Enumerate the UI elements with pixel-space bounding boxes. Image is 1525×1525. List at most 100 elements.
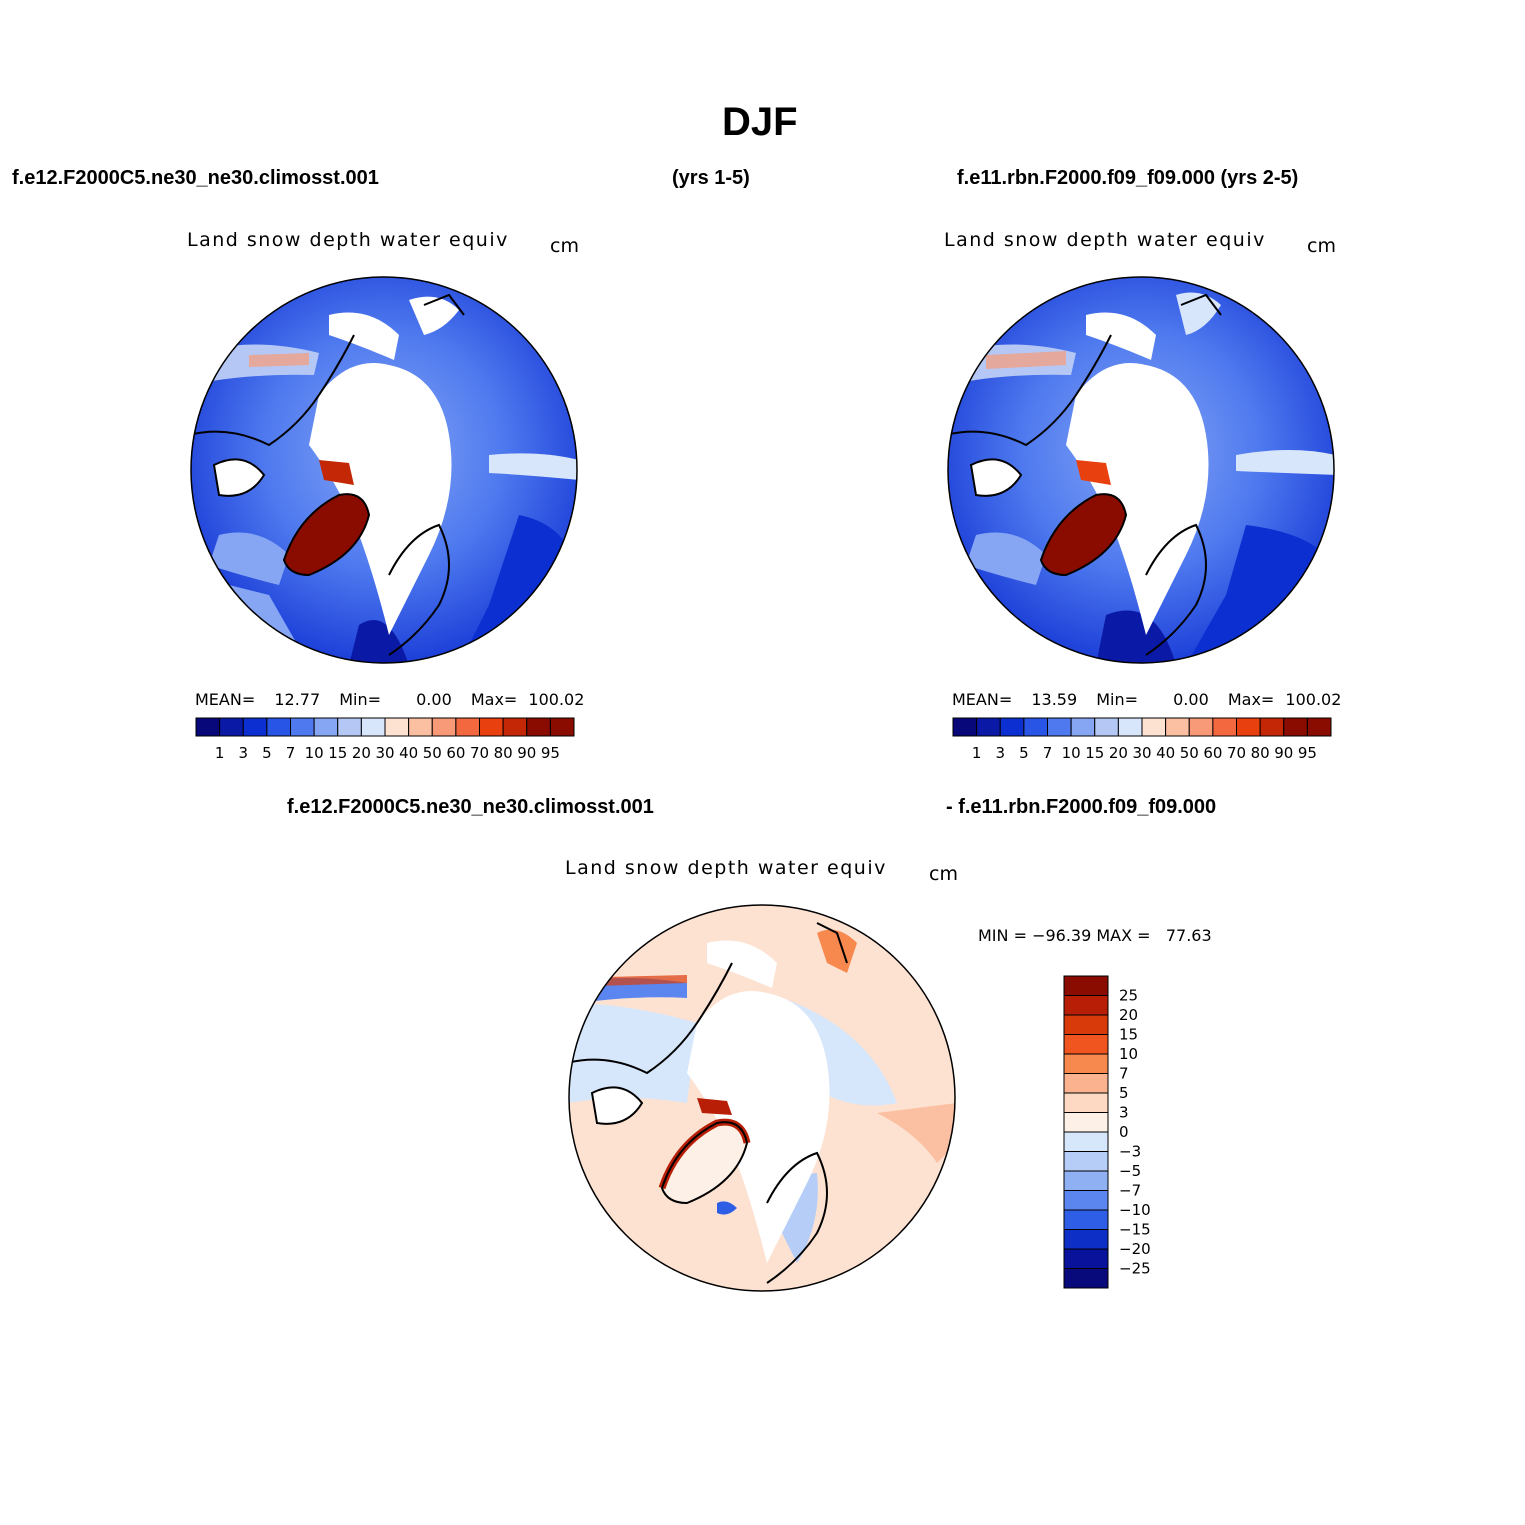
colorbar-swatch: [360, 717, 386, 737]
max-label: Max=: [470, 690, 518, 709]
colorbar-swatch: [408, 717, 433, 737]
panel3-stats: MIN = −96.39 MAX = 77.63: [978, 926, 1212, 945]
colorbar-tick-label: 80: [1251, 744, 1270, 762]
colorbar-tick-label: 50: [1180, 744, 1199, 762]
colorbar-swatch: [1063, 975, 1109, 996]
colorbar-tick-label: 7: [286, 744, 296, 762]
colorbar-swatch: [952, 717, 978, 737]
case1-label: f.e12.F2000C5.ne30_ne30.climosst.001: [12, 167, 379, 189]
colorbar-tick-label: 0: [1119, 1123, 1129, 1141]
colorbar-swatch: [1259, 717, 1285, 737]
colorbar-tick-label: 70: [470, 744, 489, 762]
colorbar-swatch: [1063, 1092, 1109, 1113]
colorbar-tick-label: −15: [1119, 1221, 1151, 1239]
colorbar-case1: 1 3 5 7 10 15 20 30 40 50 60 70 80 90 95: [195, 717, 575, 762]
colorbar-tick-label: 70: [1227, 744, 1246, 762]
colorbar-tick-label: −5: [1119, 1162, 1141, 1180]
colorbar-tick-label: 25: [1119, 987, 1138, 1005]
colorbar-swatch: [1212, 717, 1237, 737]
polar-map-difference: [568, 904, 956, 1292]
colorbar-swatch: [1063, 1014, 1109, 1035]
colorbar-tick-label: 3: [995, 744, 1005, 762]
min-value: 0.00: [1173, 690, 1209, 709]
colorbar-tick-label: 5: [262, 744, 272, 762]
colorbar-swatch: [1063, 1073, 1109, 1094]
colorbar-swatch: [290, 717, 315, 737]
colorbar-tick-label: 30: [375, 744, 394, 762]
colorbar-swatch: [502, 717, 528, 737]
colorbar-swatch: [1063, 1209, 1109, 1230]
case1-years: (yrs 1-5): [672, 167, 750, 189]
colorbar-swatch: [999, 717, 1025, 737]
figure-title: DJF: [722, 100, 798, 144]
colorbar-tick-label: 80: [494, 744, 513, 762]
colorbar-tick-label: 95: [1298, 744, 1317, 762]
mean-value: 12.77: [274, 690, 321, 709]
colorbar-swatch: [313, 717, 339, 737]
colorbar-tick-label: 1: [215, 744, 225, 762]
colorbar-tick-label: 40: [1156, 744, 1175, 762]
colorbar-swatch: [1117, 717, 1143, 737]
colorbar-tick-label: 40: [399, 744, 418, 762]
mean-value: 13.59: [1031, 690, 1078, 709]
min-label: Min=: [339, 690, 382, 709]
colorbar-swatch: [1063, 1229, 1109, 1250]
colorbar-swatch: [1188, 717, 1214, 737]
panel2-units: cm: [1307, 235, 1336, 257]
colorbar-tick-label: 7: [1119, 1065, 1129, 1083]
colorbar-swatch: [1070, 717, 1096, 737]
max-value: 100.02: [528, 690, 585, 709]
colorbar-swatch: [455, 717, 480, 737]
colorbar-swatch: [431, 717, 457, 737]
polar-map-case2: [947, 276, 1335, 664]
mean-label: MEAN=: [195, 690, 256, 709]
diff-label-right: - f.e11.rbn.F2000.f09_f09.000: [946, 796, 1217, 818]
colorbar-swatch: [1063, 1248, 1109, 1269]
colorbar-tick-label: 7: [1043, 744, 1053, 762]
colorbar-tick-label: 5: [1019, 744, 1029, 762]
colorbar-swatch: [242, 717, 268, 737]
colorbar-swatch: [1306, 717, 1332, 737]
colorbar-tick-label: 5: [1119, 1084, 1129, 1102]
colorbar-tick-label: 20: [352, 744, 371, 762]
colorbar-swatch: [1094, 717, 1119, 737]
max-label: Max=: [1227, 690, 1275, 709]
min-label: Min=: [1096, 690, 1139, 709]
colorbar-swatch: [1165, 717, 1190, 737]
colorbar-tick-label: −7: [1119, 1182, 1141, 1200]
panel2-stats: MEAN= 13.59 Min= 0.00 Max= 100.02: [952, 690, 1341, 709]
polar-map-case1: [190, 276, 578, 664]
colorbar-swatch: [526, 717, 551, 737]
panel1-stats: MEAN= 12.77 Min= 0.00 Max= 100.02: [195, 690, 584, 709]
colorbar-case2: 1 3 5 7 10 15 20 30 40 50 60 70 80 90 95: [952, 717, 1332, 762]
colorbar-tick-label: 20: [1119, 1006, 1138, 1024]
colorbar-tick-label: 60: [446, 744, 465, 762]
panel1-units: cm: [550, 235, 579, 257]
colorbar-swatch: [1063, 1170, 1109, 1191]
colorbar-swatch: [1047, 717, 1072, 737]
colorbar-tick-label: 20: [1109, 744, 1128, 762]
mean-label: MEAN=: [952, 690, 1013, 709]
colorbar-tick-label: 3: [238, 744, 248, 762]
colorbar-swatch: [1063, 1131, 1109, 1152]
colorbar-tick-label: −20: [1119, 1240, 1151, 1258]
colorbar-swatch: [337, 717, 362, 737]
colorbar-tick-label: −3: [1119, 1143, 1141, 1161]
colorbar-swatch: [384, 717, 410, 737]
colorbar-swatch: [1063, 1053, 1109, 1074]
colorbar-swatch: [219, 717, 244, 737]
colorbar-tick-label: 60: [1203, 744, 1222, 762]
colorbar-swatch: [266, 717, 291, 737]
colorbar-swatch: [479, 717, 504, 737]
colorbar-swatch: [1023, 717, 1048, 737]
colorbar-swatch: [1063, 1034, 1109, 1055]
colorbar-tick-label: 10: [305, 744, 324, 762]
colorbar-swatch: [195, 717, 221, 737]
max-value: 100.02: [1285, 690, 1342, 709]
colorbar-swatch: [1063, 1190, 1109, 1211]
panel3-title: Land snow depth water equiv: [565, 857, 887, 879]
colorbar-tick-label: −25: [1119, 1260, 1151, 1278]
panel1-title: Land snow depth water equiv: [187, 229, 509, 251]
colorbar-swatch: [1063, 1151, 1109, 1172]
